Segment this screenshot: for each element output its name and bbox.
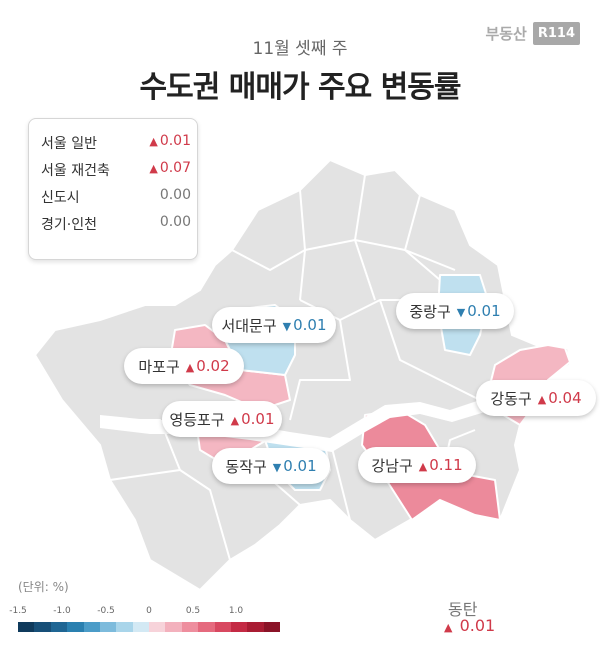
up-arrow-icon: ▲ xyxy=(444,621,453,634)
legend-swatch xyxy=(50,622,68,632)
legend-tick: 0 xyxy=(146,606,152,616)
legend-tick: -0.5 xyxy=(97,606,115,616)
legend-tick: -1.5 xyxy=(9,606,27,616)
summary-value: ▲ 0.07 xyxy=(149,160,191,176)
map-subtitle: 11월 셋째 주 xyxy=(252,39,348,59)
legend-swatch xyxy=(99,622,117,632)
district-label-dongjak: 동작구 ▼ 0.01 xyxy=(212,448,330,484)
summary-label: 신도시 xyxy=(41,190,80,206)
summary-row-gyeonggi-incheon: 경기·인천 0.00 xyxy=(41,214,191,234)
dongtan-value: ▲ 0.01 xyxy=(444,616,496,635)
legend-swatch xyxy=(67,622,84,632)
legend-swatch xyxy=(149,622,166,632)
legend-swatch xyxy=(18,622,35,632)
summary-label: 서울 일반 xyxy=(41,136,97,152)
legend-swatch xyxy=(116,622,133,632)
brand-box: R114 xyxy=(532,22,580,45)
legend-swatch xyxy=(198,622,215,632)
down-arrow-icon: ▼ xyxy=(456,306,466,319)
district-label-seodaemun: 서대문구 ▼ 0.01 xyxy=(212,307,336,343)
up-arrow-icon: ▲ xyxy=(185,361,195,374)
district-label-yeongdeungpo: 영등포구 ▲ 0.01 xyxy=(162,401,282,437)
summary-label: 서울 재건축 xyxy=(41,163,110,179)
district-label-gangdong: 강동구 ▲ 0.04 xyxy=(476,380,596,416)
summary-row-new-towns: 신도시 0.00 xyxy=(41,187,191,207)
summary-panel: 서울 일반 ▲ 0.01 서울 재건축 ▲ 0.07 신도시 0.00 경기·인천 … xyxy=(28,118,198,260)
summary-row-seoul-general: 서울 일반 ▲ 0.01 xyxy=(41,133,191,153)
summary-label: 경기·인천 xyxy=(41,217,97,233)
legend-ticks: -1.5 -1.0 -0.5 0 0.5 1.0 xyxy=(9,606,288,620)
legend-swatch xyxy=(214,622,231,632)
legend-tick: 0.5 xyxy=(185,606,201,616)
district-label-gangnam: 강남구 ▲ 0.11 xyxy=(358,447,476,483)
legend-swatch xyxy=(165,622,182,632)
down-arrow-icon: ▼ xyxy=(272,461,282,474)
summary-value: 0.00 xyxy=(159,187,191,203)
down-arrow-icon: ▼ xyxy=(282,320,292,333)
up-arrow-icon: ▲ xyxy=(230,414,240,427)
han-river xyxy=(100,390,518,452)
legend-swatch xyxy=(263,622,280,632)
legend-swatch xyxy=(230,622,248,632)
legend-tick: -1.0 xyxy=(53,606,71,616)
legend-color-bar xyxy=(18,622,280,632)
legend-swatch xyxy=(34,622,51,632)
summary-value: ▲ 0.01 xyxy=(149,133,191,149)
legend-swatch xyxy=(181,622,199,632)
summary-value: 0.00 xyxy=(159,214,191,230)
district-label-mapo: 마포구 ▲ 0.02 xyxy=(124,348,244,384)
up-arrow-icon: ▲ xyxy=(537,393,547,406)
legend-swatch xyxy=(132,622,149,632)
brand-logo: 부동산 R114 xyxy=(485,22,580,45)
dongtan-label: 동탄 xyxy=(448,600,478,619)
up-arrow-icon: ▲ xyxy=(149,162,158,175)
up-arrow-icon: ▲ xyxy=(149,135,158,148)
map-title: 수도권 매매가 주요 변동률 xyxy=(139,70,462,105)
up-arrow-icon: ▲ xyxy=(418,460,428,473)
legend-tick: 1.0 xyxy=(228,606,244,616)
summary-row-seoul-reconstruction: 서울 재건축 ▲ 0.07 xyxy=(41,160,191,180)
legend-title: (단위: %) xyxy=(18,580,69,594)
brand-text: 부동산 xyxy=(485,25,527,43)
legend-swatch xyxy=(83,622,100,632)
district-label-jungnang: 중랑구 ▼ 0.01 xyxy=(396,293,514,329)
legend-swatch xyxy=(247,622,264,632)
